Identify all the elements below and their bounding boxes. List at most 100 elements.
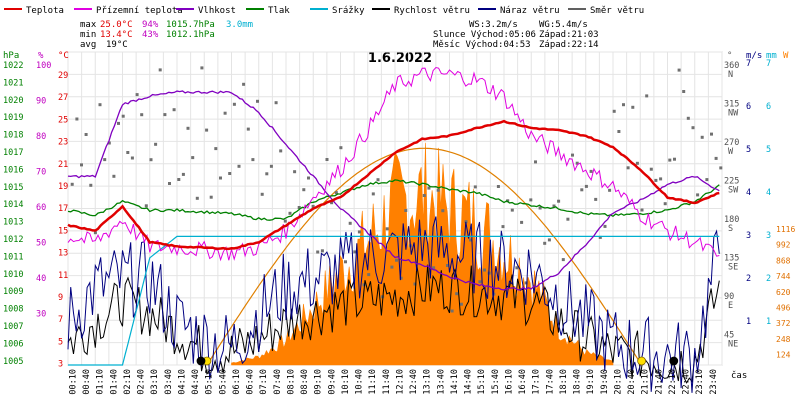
- stats-min-label: min: [80, 30, 96, 40]
- wind-direction-dot: [84, 133, 88, 136]
- axis-tick-hpa: 1020: [3, 96, 23, 106]
- moonset-marker: [669, 356, 679, 366]
- wind-direction-dot: [459, 302, 463, 306]
- wind-direction-dot: [154, 142, 158, 146]
- wind-direction-dot: [200, 66, 204, 70]
- axis-tick-deg: 7: [58, 315, 63, 325]
- wind-direction-dot: [330, 201, 334, 205]
- axis-tick-hpa: 1006: [3, 339, 23, 349]
- info-sun: Slunce Východ:05:06: [433, 30, 536, 40]
- wind-direction-dot: [617, 130, 621, 133]
- wind-direction-dot: [135, 93, 139, 97]
- axis-unit-ms: m/s: [746, 51, 762, 61]
- wind-direction-dot: [228, 172, 232, 175]
- wind-direction-dot: [89, 183, 93, 187]
- axis-unit-mm: mm: [766, 51, 777, 61]
- axis-tick-hpa: 1008: [3, 305, 23, 315]
- wind-direction-dot: [631, 105, 635, 109]
- wind-direction-dot: [70, 182, 74, 186]
- axis-tick-mm: 1: [766, 317, 771, 327]
- wind-direction-dot: [191, 156, 195, 160]
- axis-tick-w: 992: [776, 241, 791, 250]
- axis-tick-hpa: 1018: [3, 131, 23, 141]
- axis-tick-x: 10:10: [341, 369, 351, 395]
- wind-direction-dot: [446, 264, 449, 267]
- wind-direction-dot: [612, 109, 616, 113]
- wind-direction-dot: [506, 199, 510, 203]
- wind-direction-dot: [209, 195, 213, 199]
- axis-tick-dir: 180: [724, 215, 739, 225]
- wind-direction-dot: [561, 258, 565, 262]
- legend-label: Teplota: [26, 6, 64, 16]
- axis-tick-x: 19:40: [600, 369, 610, 395]
- axis-tick-deg: 17: [58, 204, 68, 214]
- axis-tick-x: 15:40: [491, 369, 501, 395]
- wind-direction-dot: [673, 157, 676, 161]
- axis-tick-pct: 30: [36, 310, 46, 320]
- wind-direction-dot: [603, 224, 607, 228]
- series-rychlost-v-tru: [67, 264, 720, 384]
- wind-direction-dot: [422, 194, 426, 197]
- wind-direction-dot: [93, 231, 97, 235]
- axis-tick-mm: 3: [766, 231, 771, 241]
- wind-direction-dot: [251, 158, 255, 162]
- axis-tick-ms: 5: [746, 145, 751, 155]
- axis-tick-x: 23:40: [709, 369, 719, 395]
- wind-direction-dot: [566, 217, 570, 221]
- axis-tick-x: 08:10: [287, 369, 297, 395]
- series-teplota: [67, 119, 720, 251]
- stats-block: max 25.0°C 94% 1015.7hPa 3.0mm min 13.4°…: [80, 20, 253, 50]
- stats-min-hum: 43%: [142, 30, 159, 40]
- wind-direction-dot: [691, 126, 695, 130]
- wind-direction-dot: [149, 158, 153, 162]
- wind-direction-dot: [547, 238, 551, 242]
- axis-tick-deg: 19: [58, 182, 68, 192]
- axis-tick-pct: 60: [36, 203, 46, 213]
- axis-tick-x: 07:10: [259, 369, 269, 395]
- wind-direction-dot: [219, 176, 222, 180]
- legend-label: Náraz větru: [500, 6, 560, 16]
- axis-tick-x: 14:10: [450, 369, 460, 395]
- wind-direction-dot: [339, 146, 343, 150]
- stats-max-press: 1015.7hPa: [166, 20, 215, 30]
- axis-tick-x: 02:10: [123, 369, 133, 395]
- wind-direction-dot: [705, 178, 709, 182]
- wind-direction-dot: [626, 166, 630, 170]
- axis-tick-deg: 25: [58, 115, 68, 125]
- axis-tick-x: 11:10: [368, 369, 378, 395]
- wind-direction-dot: [552, 204, 556, 208]
- info-block: WS:3.2m/s WG:5.4m/s Slunce Východ:05:06 …: [433, 20, 599, 50]
- series-sr-ky: [68, 235, 720, 366]
- wind-direction-dot: [622, 103, 625, 107]
- wind-direction-dot: [469, 238, 473, 242]
- wind-direction-dot: [168, 182, 171, 185]
- axis-tick-mm: 6: [766, 102, 771, 112]
- axis-tick-deg: 15: [58, 226, 68, 236]
- axis-tick-dir: 135: [724, 254, 739, 264]
- wind-direction-dot: [659, 177, 663, 181]
- legend-label: Srážky: [332, 6, 365, 16]
- axis-tick-x: 01:40: [109, 369, 119, 395]
- wind-direction-dot: [121, 114, 125, 118]
- wind-direction-dot: [376, 178, 380, 182]
- axis-unit-deg: °C: [58, 51, 69, 61]
- axis-tick-x: 18:10: [559, 369, 569, 395]
- wind-direction-dot: [172, 108, 176, 112]
- wind-direction-dot: [404, 209, 408, 212]
- axis-tick-dir: S: [728, 224, 733, 234]
- axis-tick-x: 16:40: [518, 369, 528, 395]
- wind-direction-dot: [214, 147, 218, 151]
- wind-direction-dot: [98, 103, 102, 107]
- wind-direction-dot: [478, 280, 482, 284]
- legend-label: Přízemní teplota: [96, 6, 183, 16]
- axis-tick-dir: 315: [724, 100, 739, 110]
- wind-direction-dot: [316, 250, 320, 254]
- wind-direction-dot: [75, 117, 79, 121]
- series-solar-area: [231, 142, 614, 366]
- wind-direction-dot: [654, 178, 658, 182]
- axis-tick-x: 07:40: [273, 369, 283, 395]
- wind-direction-dot: [158, 68, 162, 72]
- axis-tick-mm: 7: [766, 59, 771, 69]
- wind-direction-dot: [450, 309, 454, 313]
- axis-tick-hpa: 1007: [3, 322, 23, 332]
